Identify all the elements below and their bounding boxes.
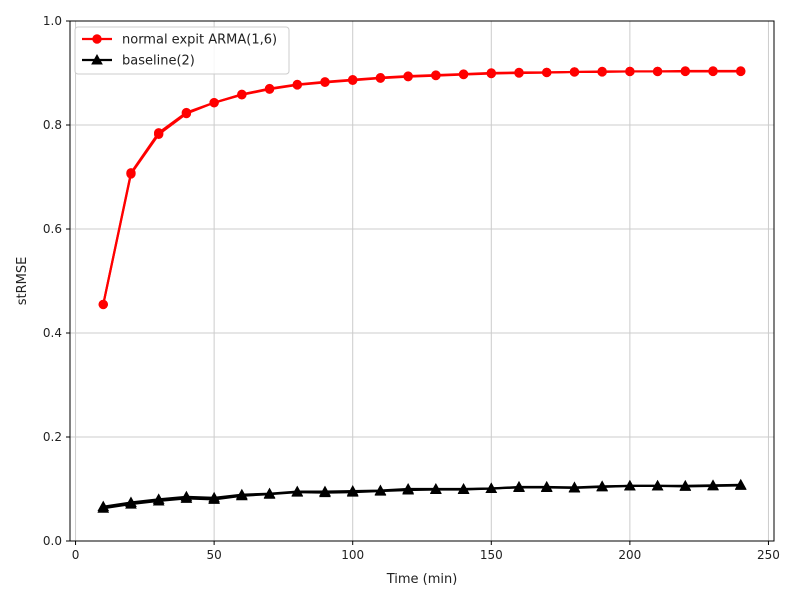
data-point — [707, 479, 719, 490]
y-axis-label: stRMSE — [15, 257, 30, 306]
data-point — [542, 67, 552, 78]
legend-swatch-marker — [91, 53, 103, 65]
data-point — [431, 70, 441, 80]
data-point — [263, 487, 276, 499]
data-point — [208, 491, 220, 503]
data-point — [97, 500, 110, 512]
data-point — [652, 66, 663, 77]
data-point — [292, 79, 302, 90]
data-point — [291, 485, 304, 497]
plot-frame — [69, 20, 775, 542]
data-point — [458, 69, 469, 79]
data-point — [180, 490, 193, 502]
data-point — [485, 482, 498, 493]
axes: 0 50 100 150 200 250 0.0 0.2 0.4 0.6 0.8 1.0 — [43, 14, 780, 562]
data-point — [320, 77, 330, 87]
data-point — [514, 67, 524, 78]
data-point — [346, 485, 359, 496]
x-tick-label: 0 — [72, 548, 80, 562]
legend-label: baseline(2) — [122, 54, 195, 69]
data-point — [624, 479, 636, 491]
data-point — [540, 480, 553, 492]
data-point — [98, 299, 108, 310]
data-point — [457, 482, 470, 494]
data-point — [679, 479, 692, 491]
y-tick-label: 0.2 — [43, 430, 62, 444]
data-point — [181, 108, 192, 119]
legend-label: normal expit ARMA(1,6) — [122, 33, 277, 48]
y-tick-label: 0.0 — [43, 534, 62, 548]
data-point — [625, 66, 635, 77]
y-tick-label: 0.4 — [43, 326, 62, 340]
legend-swatch-marker — [92, 34, 102, 44]
data-point — [734, 478, 747, 490]
data-point — [209, 97, 219, 108]
y-tick-label: 0.6 — [43, 222, 62, 236]
x-tick-label: 250 — [757, 548, 780, 562]
x-tick-label: 200 — [618, 548, 641, 562]
x-axis-label: Time (min) — [386, 572, 458, 587]
data-point — [235, 488, 248, 500]
series-layer — [97, 66, 747, 513]
legend: normal expit ARMA(1,6) baseline(2) — [74, 26, 290, 75]
series-arma — [98, 66, 746, 310]
data-point — [237, 89, 247, 100]
data-point — [374, 484, 387, 496]
x-tick-label: 50 — [206, 548, 221, 562]
series-line — [103, 483, 741, 508]
data-point — [430, 482, 442, 494]
data-point — [319, 485, 331, 497]
data-point — [126, 169, 136, 179]
data-point — [513, 480, 525, 492]
data-point — [403, 71, 413, 81]
data-point — [402, 482, 414, 494]
data-point — [680, 66, 691, 76]
data-point — [125, 496, 137, 508]
data-point — [264, 83, 275, 94]
x-tick-label: 150 — [480, 548, 503, 562]
data-point — [375, 72, 386, 83]
data-point — [596, 480, 609, 491]
y-tick-label: 0.8 — [43, 118, 62, 132]
data-point — [736, 66, 746, 76]
legend-box — [74, 26, 290, 75]
data-point — [152, 493, 165, 504]
x-tick-label: 100 — [341, 548, 364, 562]
data-point — [568, 481, 581, 492]
data-point — [597, 66, 607, 77]
y-tick-label: 1.0 — [43, 14, 62, 28]
data-point — [651, 479, 664, 491]
data-point — [569, 67, 580, 77]
data-point — [486, 68, 496, 78]
data-point — [153, 129, 164, 140]
data-point — [348, 75, 358, 85]
data-point — [708, 66, 718, 76]
series-baseline — [97, 478, 747, 513]
